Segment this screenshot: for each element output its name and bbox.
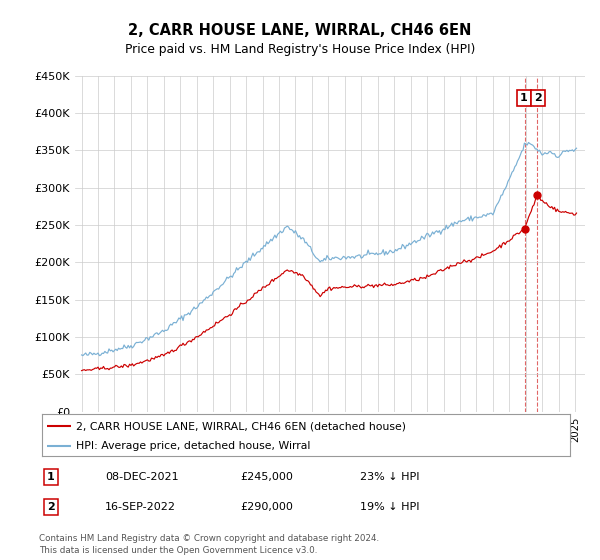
Text: £245,000: £245,000 (240, 472, 293, 482)
Text: £290,000: £290,000 (240, 502, 293, 512)
Text: 2: 2 (47, 502, 55, 512)
Text: 2, CARR HOUSE LANE, WIRRAL, CH46 6EN (detached house): 2, CARR HOUSE LANE, WIRRAL, CH46 6EN (de… (76, 421, 406, 431)
Text: 23% ↓ HPI: 23% ↓ HPI (360, 472, 419, 482)
Text: 08-DEC-2021: 08-DEC-2021 (105, 472, 179, 482)
Text: 16-SEP-2022: 16-SEP-2022 (105, 502, 176, 512)
Text: 2: 2 (535, 93, 542, 103)
Text: 1: 1 (520, 93, 527, 103)
Text: 1: 1 (47, 472, 55, 482)
Text: Contains HM Land Registry data © Crown copyright and database right 2024.
This d: Contains HM Land Registry data © Crown c… (39, 534, 379, 555)
Text: Price paid vs. HM Land Registry's House Price Index (HPI): Price paid vs. HM Land Registry's House … (125, 43, 475, 56)
Text: 2, CARR HOUSE LANE, WIRRAL, CH46 6EN: 2, CARR HOUSE LANE, WIRRAL, CH46 6EN (128, 24, 472, 38)
Text: 19% ↓ HPI: 19% ↓ HPI (360, 502, 419, 512)
Text: HPI: Average price, detached house, Wirral: HPI: Average price, detached house, Wirr… (76, 441, 311, 451)
